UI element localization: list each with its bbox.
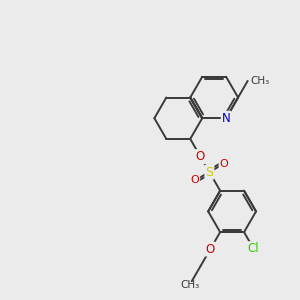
Text: O: O — [220, 159, 228, 169]
Text: CH₃: CH₃ — [250, 76, 270, 86]
Text: N: N — [222, 112, 230, 125]
Text: Cl: Cl — [248, 242, 260, 255]
Text: O: O — [196, 150, 205, 163]
Text: O: O — [206, 243, 215, 256]
Text: CH₃: CH₃ — [180, 280, 199, 290]
Text: O: O — [190, 176, 199, 185]
Text: S: S — [206, 166, 213, 178]
